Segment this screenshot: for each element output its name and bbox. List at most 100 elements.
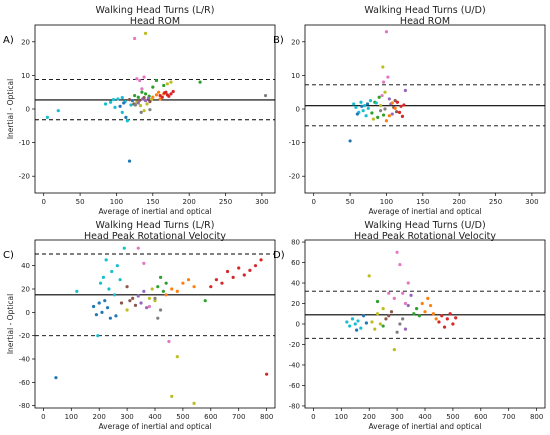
data-point	[378, 322, 382, 326]
data-point	[136, 101, 140, 105]
y-tick-label: -60	[19, 379, 30, 387]
chart-title: Head ROM	[130, 16, 180, 27]
data-point	[373, 327, 377, 331]
data-point	[350, 317, 355, 321]
data-point	[120, 110, 124, 114]
x-tick-label: 600	[474, 413, 487, 421]
data-point	[403, 301, 408, 306]
data-point	[156, 316, 160, 320]
data-point	[355, 328, 359, 332]
data-point	[370, 111, 374, 115]
data-point	[130, 99, 135, 103]
x-tick-label: 250	[489, 198, 502, 206]
data-point	[253, 264, 258, 268]
data-point	[368, 99, 373, 103]
y-tick-label: -20	[19, 173, 30, 181]
data-point	[139, 301, 143, 305]
data-point	[381, 65, 385, 69]
data-point	[445, 317, 449, 321]
x-tick-label: 200	[182, 198, 195, 206]
data-point	[127, 97, 132, 102]
data-point	[248, 268, 252, 272]
data-point	[406, 281, 410, 285]
y-tick-label: -20	[289, 341, 300, 349]
x-tick-label: 0	[311, 413, 315, 421]
data-point	[158, 308, 163, 312]
x-axis-label: Average of inertial and optical	[98, 207, 211, 216]
chart-title: Walking Head Turns (U/D)	[364, 220, 485, 231]
data-point	[415, 307, 419, 311]
data-point	[122, 101, 126, 105]
x-tick-label: 300	[120, 413, 133, 421]
data-point	[133, 103, 137, 107]
chart-title: Walking Head Turns (L/R)	[96, 220, 215, 231]
x-tick-label: 700	[502, 413, 515, 421]
y-axis-label: Inertial - Optical	[6, 79, 15, 139]
data-point	[437, 320, 441, 324]
panel-2: C) Walking Head Turns (L/R)Head Peak Rota…	[3, 220, 276, 431]
data-point	[145, 102, 149, 106]
data-point	[169, 92, 173, 96]
data-point	[355, 112, 359, 116]
data-point	[108, 316, 112, 320]
data-point	[265, 372, 269, 376]
data-point	[365, 102, 370, 106]
data-point	[97, 301, 101, 305]
data-point	[237, 266, 241, 270]
data-point	[118, 104, 122, 108]
data-point	[366, 106, 370, 110]
data-point	[164, 293, 168, 297]
y-tick-label: -20	[19, 332, 30, 340]
y-tick-label: 20	[21, 38, 30, 46]
data-point	[225, 269, 230, 274]
data-point	[148, 108, 152, 112]
data-point	[153, 299, 157, 303]
data-point	[154, 93, 159, 97]
data-point	[370, 320, 374, 324]
data-point	[417, 314, 422, 318]
data-point	[348, 324, 352, 328]
y-tick-label: 20	[291, 300, 300, 308]
chart-title: Head Peak Rotational Velocity	[354, 231, 496, 242]
data-point	[259, 258, 263, 262]
data-point	[356, 319, 360, 323]
data-point	[111, 97, 116, 102]
data-point	[92, 304, 96, 309]
data-point	[383, 107, 387, 111]
x-tick-label: 500	[446, 413, 459, 421]
y-tick-label: -10	[19, 139, 30, 147]
data-point	[151, 85, 155, 89]
x-tick-label: 150	[416, 198, 429, 206]
y-tick-label: -60	[289, 382, 300, 390]
data-point	[156, 285, 160, 289]
data-point	[136, 294, 140, 298]
x-tick-label: 400	[418, 413, 431, 421]
y-tick-label: 60	[291, 259, 300, 267]
data-point	[399, 104, 403, 108]
data-point	[151, 95, 155, 99]
data-point	[403, 88, 407, 93]
data-point	[434, 317, 438, 321]
data-point	[104, 258, 108, 262]
y-tick-label: -20	[289, 173, 300, 181]
data-point	[393, 106, 397, 110]
panel-label: A)	[3, 35, 14, 46]
data-point	[406, 303, 410, 308]
x-tick-label: 300	[525, 198, 538, 206]
data-point	[209, 285, 213, 289]
data-point	[186, 278, 191, 282]
data-point	[103, 102, 108, 106]
data-point	[175, 355, 179, 359]
data-point	[398, 322, 402, 326]
data-point	[153, 296, 157, 300]
y-tick-label: 40	[291, 280, 300, 288]
data-point	[140, 87, 144, 91]
data-point	[214, 278, 218, 282]
data-point	[401, 317, 405, 321]
data-point	[376, 115, 380, 119]
data-point	[383, 90, 387, 94]
data-point	[124, 115, 128, 119]
y-tick-label: -80	[19, 402, 30, 410]
chart-title: Head ROM	[400, 16, 450, 27]
data-point	[136, 246, 140, 250]
